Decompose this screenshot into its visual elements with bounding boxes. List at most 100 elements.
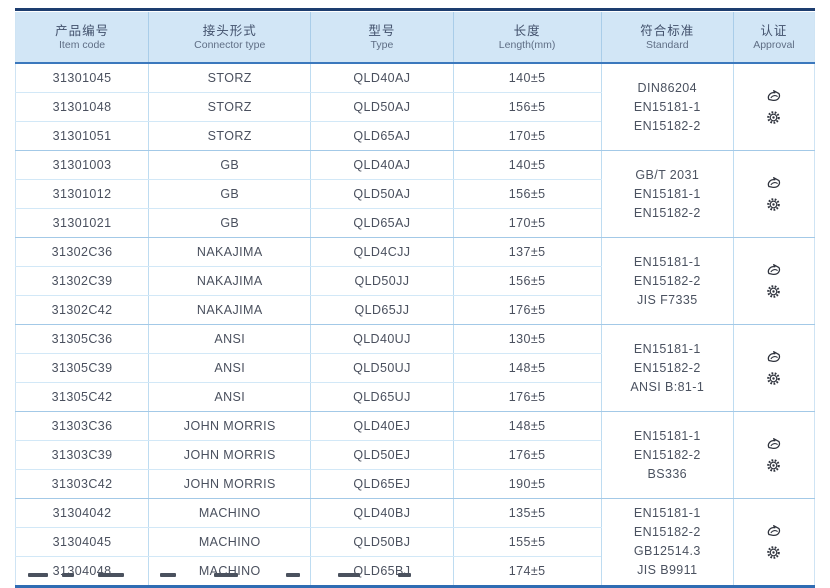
table-top-rule [15, 8, 815, 11]
item-code-cell: 31301045 [15, 63, 149, 93]
product-spec-table: 产品编号 Item code 接头形式 Connector type 型号 Ty… [15, 8, 815, 588]
connector-type-cell: GB [148, 208, 311, 238]
standard-line: EN15182-2 [633, 273, 701, 288]
type-cell: QLD50BJ [310, 527, 454, 557]
cropped-edge-fragment [28, 573, 48, 577]
cropped-edge-fragment [98, 573, 124, 577]
table-row: 31301012 GB QLD50AJ 156±5 [15, 179, 815, 209]
table-row: 31303C36 JOHN MORRIS QLD40EJ 148±5 EN15181-1… [15, 411, 815, 499]
col-header-en: Item code [59, 38, 106, 51]
standard-line: EN15181-1 [633, 506, 701, 520]
type-cell: QLD65EJ [310, 469, 454, 499]
item-code-cell: 31305C39 [15, 353, 149, 383]
length-cell: 156±5 [452, 92, 602, 122]
col-header-en: Connector type [194, 38, 266, 51]
length-cell: 148±5 [452, 353, 602, 383]
col-header-en: Approval [753, 38, 795, 51]
gear-badge-icon [765, 284, 782, 301]
item-code-cell: 31303C42 [15, 469, 149, 499]
classification-logo-icon [765, 262, 782, 279]
standard-line: GB12514.3 [633, 544, 701, 558]
table-row: 31301003 GB QLD40AJ 140±5 GB/T 2031 EN15181-1… [15, 150, 815, 238]
connector-type-cell: MACHINO [148, 527, 311, 557]
approval-cell [732, 498, 815, 587]
table-row: 31301045 STORZ QLD40AJ 140±5 DIN86204 EN15181… [15, 63, 815, 151]
item-code-cell: 31301021 [15, 208, 149, 238]
cropped-edge-fragment [160, 573, 176, 577]
gear-badge-icon [765, 110, 782, 127]
standard-line: BS336 [647, 466, 688, 481]
classification-logo-icon [765, 523, 782, 540]
type-cell: QLD65UJ [310, 382, 454, 412]
col-header-cn: 认证 [760, 23, 788, 38]
connector-type-cell: NAKAJIMA [148, 237, 311, 267]
connector-type-cell: JOHN MORRIS [148, 411, 311, 441]
type-cell: QLD40AJ [310, 150, 454, 180]
table-row: 31303C39 JOHN MORRIS QLD50EJ 176±5 [15, 440, 815, 470]
length-cell: 155±5 [452, 527, 602, 557]
length-cell: 170±5 [452, 121, 602, 151]
col-header-type: 型号 Type [310, 12, 454, 64]
standards-cell: EN15181-1 EN15182-2 JIS F7335 [600, 237, 734, 325]
standard-line: EN15182-2 [633, 118, 701, 133]
connector-type-cell: ANSI [148, 324, 311, 354]
item-code-cell: 31305C36 [15, 324, 149, 354]
connector-type-cell: STORZ [148, 92, 311, 122]
gear-badge-icon [765, 371, 782, 388]
connector-type-cell: GB [148, 179, 311, 209]
table-row: 31301021 GB QLD65AJ 170±5 [15, 208, 815, 238]
standard-line: EN15181-1 [633, 186, 701, 201]
standard-line: EN15182-2 [633, 525, 701, 539]
cropped-edge-fragment [214, 573, 238, 577]
connector-type-cell: JOHN MORRIS [148, 440, 311, 470]
gear-badge-icon [765, 545, 782, 562]
approval-cell [732, 63, 815, 151]
length-cell: 140±5 [452, 63, 602, 93]
length-cell: 156±5 [452, 266, 602, 296]
item-code-cell: 31301012 [15, 179, 149, 209]
gear-badge-icon [765, 458, 782, 475]
spec-table: 产品编号 Item code 接头形式 Connector type 型号 Ty… [15, 12, 815, 588]
standards-cell: GB/T 2031 EN15181-1 EN15182-2 [600, 150, 734, 238]
connector-type-cell: STORZ [148, 63, 311, 93]
item-code-cell: 31301003 [15, 150, 149, 180]
item-code-cell: 31303C39 [15, 440, 149, 470]
table-row: 31302C42 NAKAJIMA QLD65JJ 176±5 [15, 295, 815, 325]
item-code-cell: 31303C36 [15, 411, 149, 441]
type-cell: QLD50UJ [310, 353, 454, 383]
standard-line: EN15181-1 [633, 341, 701, 356]
length-cell: 170±5 [452, 208, 602, 238]
length-cell: 176±5 [452, 440, 602, 470]
type-cell: QLD50AJ [310, 92, 454, 122]
standard-line: EN15182-2 [633, 205, 701, 220]
table-row: 31302C36 NAKAJIMA QLD4CJJ 137±5 EN15181-1 EN1… [15, 237, 815, 325]
type-cell: QLD40UJ [310, 324, 454, 354]
approval-cell [732, 150, 815, 238]
connector-type-cell: STORZ [148, 121, 311, 151]
connector-type-cell: JOHN MORRIS [148, 469, 311, 499]
col-header-en: Length(mm) [498, 38, 556, 51]
col-header-en: Standard [645, 38, 689, 51]
table-header: 产品编号 Item code 接头形式 Connector type 型号 Ty… [15, 12, 815, 64]
table-row: 31304042 MACHINO QLD40BJ 135±5 EN15181-1 EN15… [15, 498, 815, 587]
length-cell: 176±5 [452, 295, 602, 325]
type-cell: QLD65JJ [310, 295, 454, 325]
length-cell: 135±5 [452, 498, 602, 528]
standard-line: ANSI B:81-1 [630, 379, 705, 394]
col-header-en: Type [370, 38, 394, 51]
standards-cell: EN15181-1 EN15182-2 BS336 [600, 411, 734, 499]
standard-line: GB/T 2031 [635, 167, 700, 182]
col-header-standard: 符合标准 Standard [600, 12, 734, 64]
standard-line: EN15181-1 [633, 428, 701, 443]
col-header-cn: 型号 [368, 23, 396, 38]
standard-line: EN15182-2 [633, 447, 701, 462]
length-cell: 148±5 [452, 411, 602, 441]
approval-cell [732, 411, 815, 499]
table-row: 31301051 STORZ QLD65AJ 170±5 [15, 121, 815, 151]
classification-logo-icon [765, 88, 782, 105]
item-code-cell: 31302C36 [15, 237, 149, 267]
table-row: 31305C42 ANSI QLD65UJ 176±5 [15, 382, 815, 412]
table-row: 31302C39 NAKAJIMA QLD50JJ 156±5 [15, 266, 815, 296]
col-header-length: 长度 Length(mm) [452, 12, 602, 64]
table-row: 31305C39 ANSI QLD50UJ 148±5 [15, 353, 815, 383]
